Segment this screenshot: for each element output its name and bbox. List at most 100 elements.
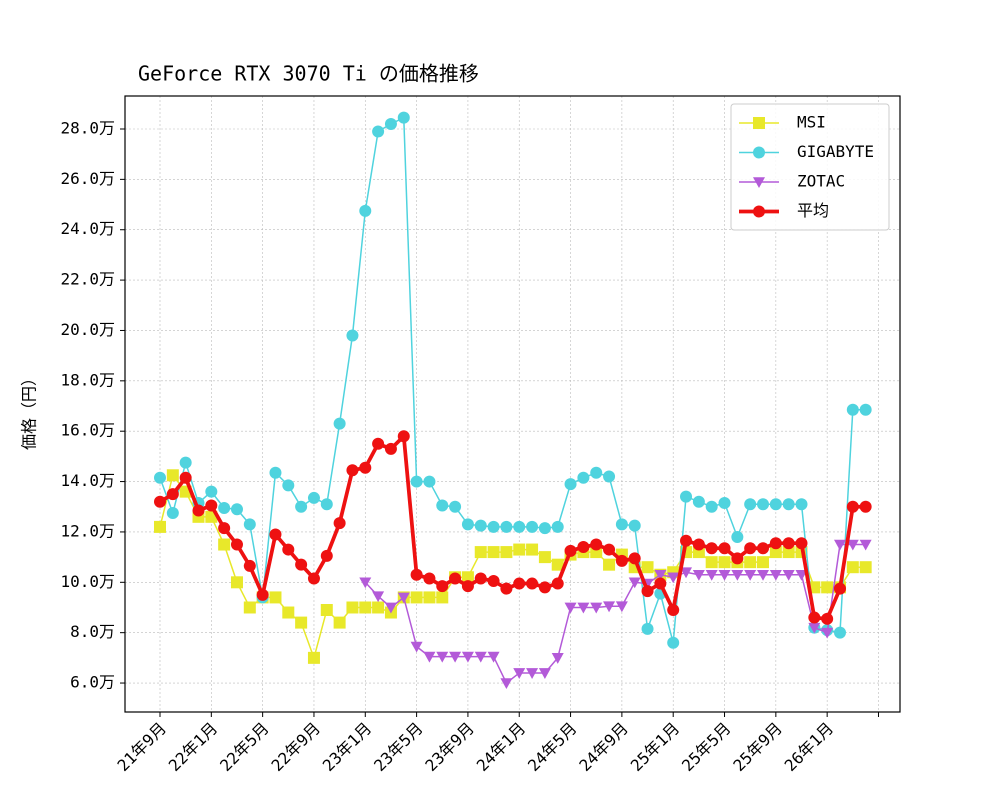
data-point — [808, 622, 821, 634]
data-point — [359, 601, 372, 614]
data-point — [230, 576, 243, 589]
data-point — [397, 430, 410, 443]
data-point — [410, 568, 423, 581]
data-point — [757, 542, 770, 555]
data-point — [705, 500, 718, 513]
data-point — [551, 577, 564, 590]
data-point — [500, 546, 513, 559]
data-point — [833, 539, 846, 551]
data-point — [474, 572, 487, 585]
data-point — [436, 651, 449, 663]
data-point — [205, 499, 218, 512]
data-point — [718, 496, 731, 509]
y-tick-label: 24.0万 — [60, 219, 115, 238]
data-point — [243, 559, 256, 572]
data-point — [846, 500, 859, 513]
data-point — [218, 522, 231, 535]
data-point — [487, 575, 500, 588]
legend-label: ZOTAC — [797, 172, 845, 191]
data-point — [500, 582, 513, 595]
y-tick-label: 20.0万 — [60, 320, 115, 339]
data-point — [346, 601, 359, 614]
data-point — [166, 469, 179, 482]
data-point — [526, 577, 539, 590]
data-point — [230, 538, 243, 551]
data-point — [705, 556, 718, 569]
data-point — [667, 636, 680, 649]
data-point — [282, 543, 295, 556]
data-point — [615, 554, 628, 567]
data-point — [628, 552, 641, 565]
data-point — [782, 498, 795, 511]
data-point — [731, 552, 744, 565]
data-point — [795, 569, 808, 581]
data-point — [410, 475, 423, 488]
data-point — [295, 500, 308, 513]
data-point — [821, 612, 834, 625]
data-point — [577, 541, 590, 554]
data-point — [744, 498, 757, 511]
data-point — [487, 651, 500, 663]
data-point — [474, 546, 487, 559]
y-tick-label: 14.0万 — [60, 471, 115, 490]
data-point — [692, 495, 705, 508]
y-tick-label: 28.0万 — [60, 118, 115, 137]
data-point — [603, 601, 616, 613]
data-point — [731, 569, 744, 581]
chart-title: GeForce RTX 3070 Ti の価格推移 — [138, 62, 479, 86]
data-point — [307, 572, 320, 585]
data-point — [821, 581, 834, 594]
data-point — [320, 498, 333, 511]
data-point — [372, 125, 385, 138]
data-point — [551, 558, 564, 571]
data-point — [410, 641, 423, 653]
data-point — [166, 488, 179, 501]
legend-marker — [753, 117, 765, 129]
data-point — [628, 519, 641, 532]
data-point — [577, 471, 590, 484]
data-point — [474, 519, 487, 532]
data-point — [538, 668, 551, 679]
data-point — [718, 569, 731, 581]
data-point — [359, 461, 372, 474]
data-point — [333, 417, 346, 430]
data-point — [282, 479, 295, 492]
data-point — [795, 498, 808, 511]
data-point — [833, 582, 846, 595]
data-point — [782, 546, 795, 559]
data-point — [474, 651, 487, 663]
data-point — [179, 471, 192, 484]
data-point — [641, 561, 654, 574]
data-point — [551, 653, 564, 664]
data-point — [833, 626, 846, 639]
data-point — [449, 651, 462, 663]
data-point — [513, 668, 526, 679]
data-point — [859, 403, 872, 416]
data-point — [384, 602, 397, 614]
data-point — [603, 558, 616, 571]
data-point — [513, 543, 526, 556]
data-point — [718, 556, 731, 569]
data-point — [359, 204, 372, 217]
data-point — [846, 539, 859, 551]
legend-label: GIGABYTE — [797, 142, 874, 161]
data-point — [423, 475, 436, 488]
data-point — [564, 478, 577, 491]
data-point — [436, 499, 449, 512]
data-point — [461, 518, 474, 531]
data-point — [436, 580, 449, 593]
data-point — [564, 544, 577, 557]
data-point — [654, 569, 667, 581]
data-point — [295, 558, 308, 571]
data-point — [205, 485, 218, 498]
data-point — [769, 569, 782, 581]
data-point — [705, 569, 718, 581]
data-point — [846, 561, 859, 574]
data-point — [372, 591, 385, 603]
data-point — [449, 500, 462, 513]
data-point — [680, 567, 693, 579]
data-point — [846, 403, 859, 416]
y-tick-label: 18.0万 — [60, 370, 115, 389]
data-point — [577, 602, 590, 614]
data-point — [154, 520, 166, 533]
